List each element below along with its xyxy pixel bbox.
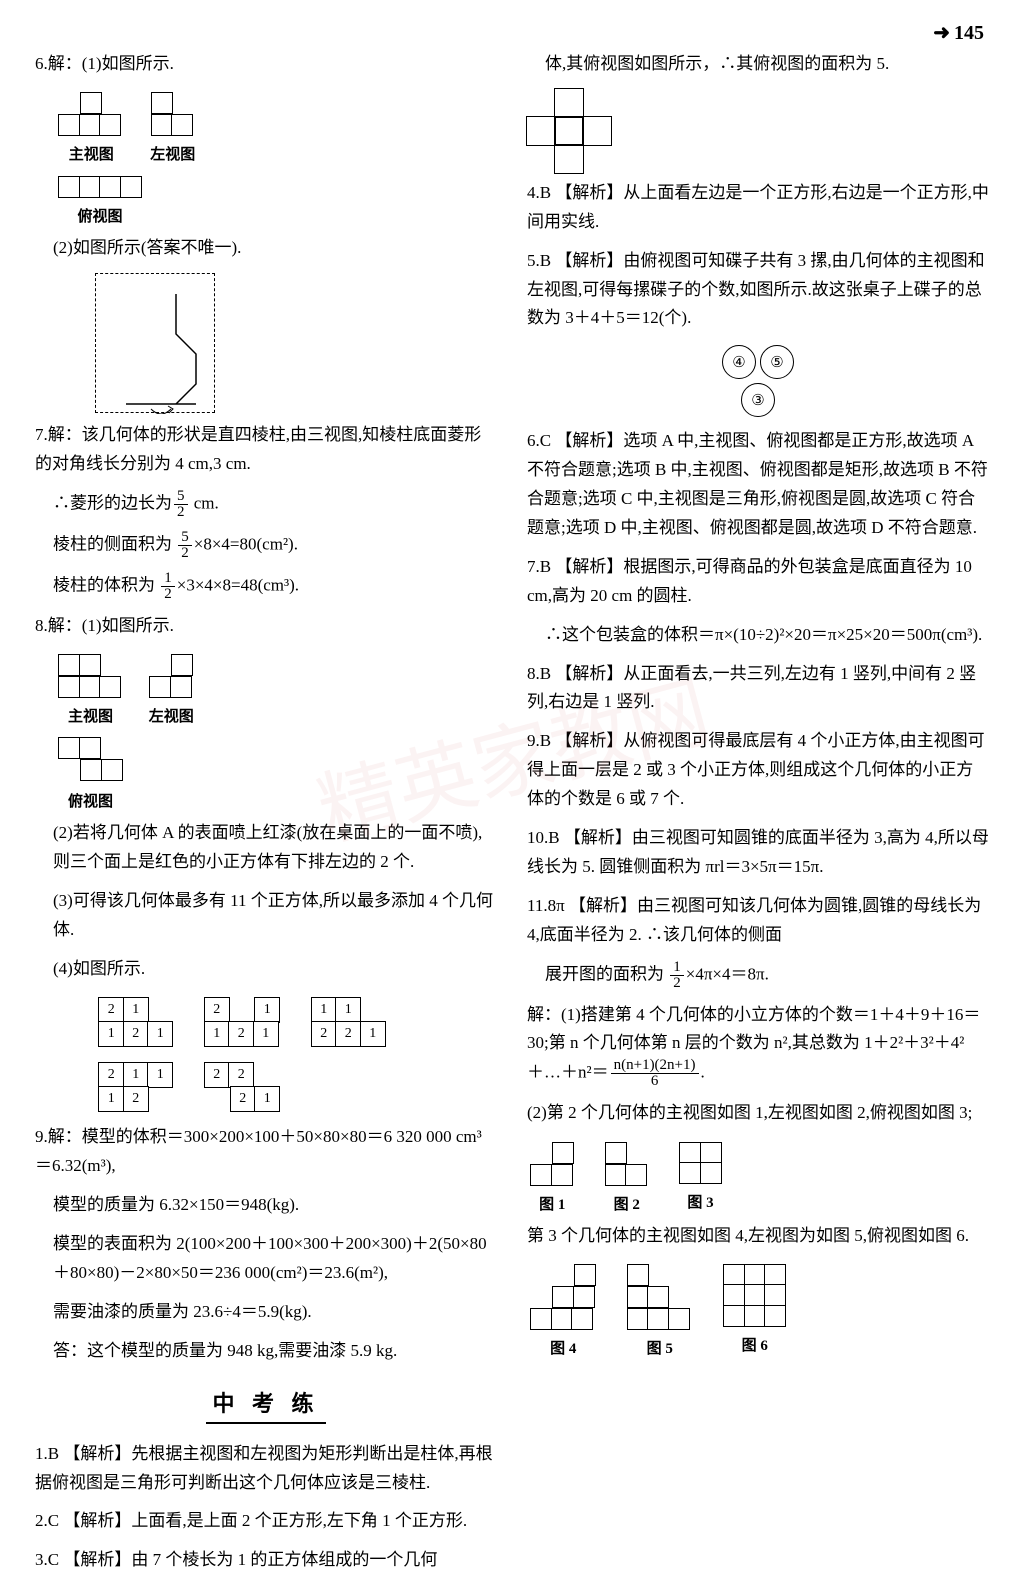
rq9: 9.B 【解析】从俯视图可得最底层有 4 个小正方体,由主视图可得上面一层是 2… xyxy=(527,727,989,814)
fig2-label: 图 2 xyxy=(614,1193,640,1214)
q8-num-figs-2: 21112 2221 xyxy=(35,1058,497,1115)
q7-l1-pre: ∴菱形的边长为 xyxy=(53,493,172,512)
q6-part2: (2)如图所示(答案不唯一). xyxy=(35,234,497,263)
sol2: (2)第 2 个几何体的主视图如图 1,左视图如图 2,俯视图如图 3; xyxy=(527,1099,989,1128)
circles: ④⑤ ③ xyxy=(527,343,989,419)
fig5-label: 图 5 xyxy=(647,1337,673,1358)
q6-head: 6.解：(1)如图所示. xyxy=(35,50,497,79)
fig1-label: 图 1 xyxy=(539,1193,565,1214)
q7-l2-pre: 棱柱的侧面积为 xyxy=(53,534,176,553)
cross-shape xyxy=(527,89,989,173)
q9-l2: 模型的质量为 6.32×150＝948(kg). xyxy=(35,1191,497,1220)
fig5: 图 5 xyxy=(624,1261,697,1359)
q9-l5: 答：这个模型的质量为 948 kg,需要油漆 5.9 kg. xyxy=(35,1337,497,1366)
main-columns: 6.解：(1)如图所示. 主视图 左视图 俯视图 (2)如图所示(答案不唯一).… xyxy=(35,50,989,1585)
q6-dashed-figure xyxy=(95,273,215,413)
q8-num-figs-1: 21121 21121 11221 xyxy=(35,993,497,1050)
fig4-label: 图 4 xyxy=(550,1337,576,1358)
left-column: 6.解：(1)如图所示. 主视图 左视图 俯视图 (2)如图所示(答案不唯一).… xyxy=(35,50,497,1585)
zq1: 1.B 【解析】先根据主视图和左视图为矩形判断出是柱体,再根据俯视图是三角形可判… xyxy=(35,1440,497,1498)
q8-head: 8.解：(1)如图所示. xyxy=(35,612,497,641)
sol1: 解：(1)搭建第 4 个几何体的小立方体的个数＝1＋4＋9＋16＝30;第 n … xyxy=(527,1001,989,1090)
zq2: 2.C 【解析】上面看,是上面 2 个正方形,左下角 1 个正方形. xyxy=(35,1507,497,1536)
q8-views: 主视图 左视图 xyxy=(55,650,497,726)
side-view-label: 左视图 xyxy=(150,143,195,164)
rq7: 7.B 【解析】根据图示,可得商品的外包装盒是底面直径为 10 cm,高为 20… xyxy=(527,553,989,611)
section-underline xyxy=(206,1422,326,1424)
circle-4: ④ xyxy=(722,345,756,379)
q8-side-label: 左视图 xyxy=(149,705,194,726)
rq10: 10.B 【解析】由三视图可知圆锥的底面半径为 3,高为 4,所以母线长为 5.… xyxy=(527,824,989,882)
q6-views: 主视图 左视图 xyxy=(55,89,497,165)
zq3: 3.C 【解析】由 7 个棱长为 1 的正方体组成的一个几何 xyxy=(35,1546,497,1575)
fig6-label: 图 6 xyxy=(742,1334,768,1355)
fig2: 图 2 xyxy=(602,1138,653,1214)
fig3: 图 3 xyxy=(676,1138,725,1214)
front-view-label: 主视图 xyxy=(69,143,114,164)
q6-top-view: 俯视图 xyxy=(55,172,497,226)
page-number: 145 xyxy=(933,20,984,45)
q7-l2: 棱柱的侧面积为 52×8×4=80(cm²). xyxy=(35,530,497,561)
q9-l4: 需要油漆的质量为 23.6÷4＝5.9(kg). xyxy=(35,1298,497,1327)
q7-l2-post: ×8×4=80(cm²). xyxy=(194,534,298,553)
q8-top-label: 俯视图 xyxy=(68,790,113,811)
sol1-pre: 解：(1)搭建第 4 个几何体的小立方体的个数＝1＋4＋9＋16＝30;第 n … xyxy=(527,1005,980,1082)
sol1-post: . xyxy=(701,1063,705,1082)
circle-5: ⑤ xyxy=(760,345,794,379)
q8-front-label: 主视图 xyxy=(68,705,113,726)
fig1: 图 1 xyxy=(527,1138,578,1214)
rq11b-post: ×4π×4＝8π. xyxy=(686,964,769,983)
q8-p2: (2)若将几何体 A 的表面喷上红漆(放在桌面上的一面不喷),则三个面上是红色的… xyxy=(35,819,497,877)
section-title: 中 考 练 xyxy=(35,1386,497,1418)
q7-l3: 棱柱的体积为 12×3×4×8=48(cm³). xyxy=(35,571,497,602)
rq8: 8.B 【解析】从正面看去,一共三列,左边有 1 竖列,中间有 2 竖列,右边是… xyxy=(527,660,989,718)
rq11b-pre: 展开图的面积为 xyxy=(545,964,668,983)
fig3-label: 图 3 xyxy=(687,1191,713,1212)
top-view-label: 俯视图 xyxy=(77,205,122,226)
q7-l1-post: cm. xyxy=(190,493,219,512)
q9-l3: 模型的表面积为 2(100×200＋100×300＋200×300)＋2(50×… xyxy=(35,1230,497,1288)
rq7b: ∴这个包装盒的体积＝π×(10÷2)²×20＝π×25×20＝500π(cm³)… xyxy=(527,621,989,650)
q8-top-view: 俯视图 xyxy=(55,734,497,811)
rq5: 5.B 【解析】由俯视图可知碟子共有 3 摞,由几何体的主视图和左视图,可得每摞… xyxy=(527,247,989,334)
rq6: 6.C 【解析】选项 A 中,主视图、俯视图都是正方形,故选项 A 不符合题意;… xyxy=(527,427,989,543)
sol3: 第 3 个几何体的主视图如图 4,左视图为如图 5,俯视图如图 6. xyxy=(527,1222,989,1251)
figs-123: 图 1 图 2 图 3 xyxy=(527,1138,989,1214)
rq11b: 展开图的面积为 12×4π×4＝8π. xyxy=(527,960,989,991)
q8-p4: (4)如图所示. xyxy=(35,955,497,984)
q7-l1: ∴菱形的边长为52 cm. xyxy=(35,489,497,520)
figs-456: 图 4 图 5 图 6 xyxy=(527,1261,989,1359)
circle-3: ③ xyxy=(741,383,775,417)
rq4: 4.B 【解析】从上面看左边是一个正方形,右边是一个正方形,中间用实线. xyxy=(527,179,989,237)
q7-head: 7.解：该几何体的形状是直四棱柱,由三视图,知棱柱底面菱形的对角线长分别为 4 … xyxy=(35,421,497,479)
q8-p3: (3)可得该几何体最多有 11 个正方体,所以最多添加 4 个几何体. xyxy=(35,887,497,945)
r-cont: 体,其俯视图如图所示，∴其俯视图的面积为 5. xyxy=(527,50,989,79)
fig4: 图 4 xyxy=(527,1261,600,1359)
rq11: 11.8π 【解析】由三视图可知该几何体为圆锥,圆锥的母线长为 4,底面半径为 … xyxy=(527,892,989,950)
right-column: 体,其俯视图如图所示，∴其俯视图的面积为 5. 4.B 【解析】从上面看左边是一… xyxy=(527,50,989,1585)
q7-l3-post: ×3×4×8=48(cm³). xyxy=(177,575,299,594)
q9-head: 9.解：模型的体积＝300×200×100＋50×80×80＝6 320 000… xyxy=(35,1123,497,1181)
q7-l3-pre: 棱柱的体积为 xyxy=(53,575,159,594)
fig6: 图 6 xyxy=(720,1261,790,1359)
